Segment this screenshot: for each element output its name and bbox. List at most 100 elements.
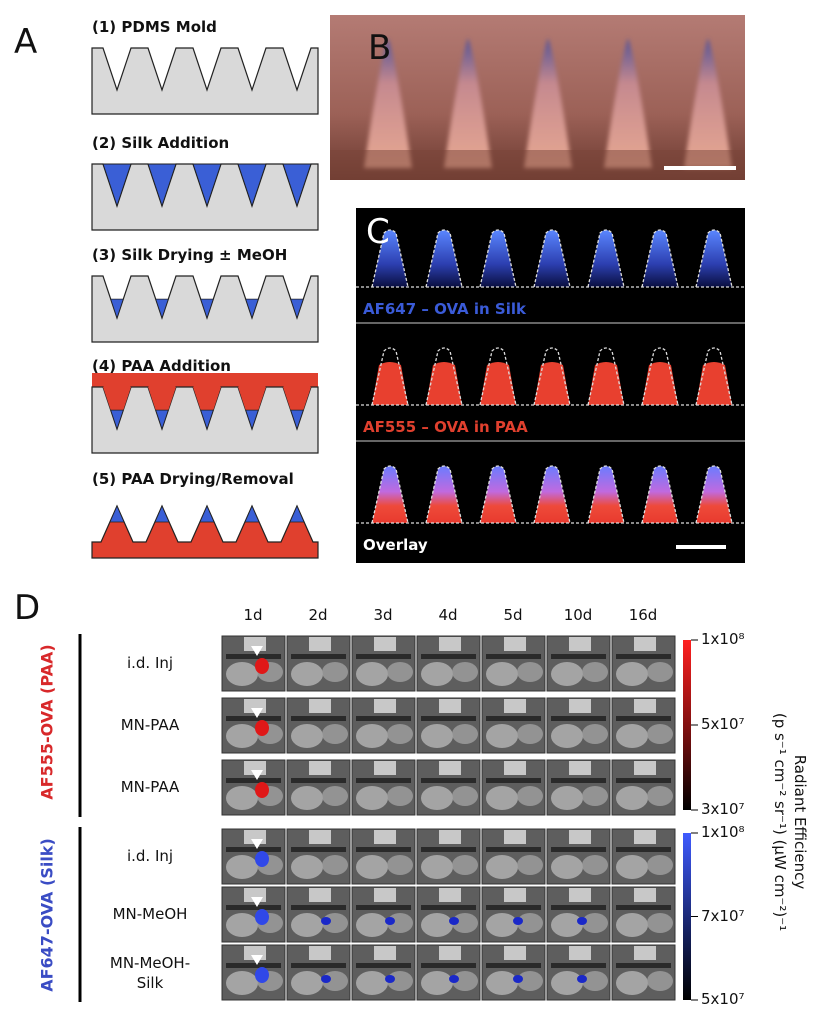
floor <box>330 150 745 180</box>
shadow <box>421 654 476 659</box>
signal <box>577 975 587 983</box>
silk <box>290 409 304 431</box>
cone <box>444 38 492 168</box>
mouse <box>582 913 608 933</box>
mouse <box>486 786 518 810</box>
mouse <box>291 662 323 686</box>
panel-label: C <box>366 212 390 252</box>
cone-fill <box>588 362 624 405</box>
colorbar-label: 5x10⁷ <box>701 990 745 1008</box>
scale-bar <box>676 545 726 549</box>
tube <box>504 946 526 960</box>
row-label: Overlay <box>363 536 428 554</box>
step-title: (5) PAA Drying/Removal <box>92 470 294 488</box>
shadow <box>226 654 281 659</box>
signal <box>255 967 269 983</box>
mouse <box>647 913 673 933</box>
signal <box>255 658 269 674</box>
colorbar-title: Radiant Efficiency (p s⁻¹ cm⁻² sr⁻¹) (µW … <box>770 713 810 931</box>
shadow <box>356 963 411 968</box>
shadow <box>291 716 346 721</box>
cone-outline <box>425 229 463 288</box>
mouse <box>551 724 583 748</box>
mouse <box>322 786 348 806</box>
tube <box>439 946 461 960</box>
shadow <box>226 905 281 910</box>
mouse <box>291 971 323 995</box>
shadow <box>226 847 281 852</box>
mouse <box>322 724 348 744</box>
shadow <box>616 847 671 852</box>
arrowhead <box>251 646 263 656</box>
mouse <box>387 662 413 682</box>
tube <box>569 888 591 902</box>
mouse <box>452 724 478 744</box>
signal <box>321 975 331 983</box>
signal <box>255 720 269 736</box>
shadow <box>486 778 541 783</box>
column-label: 4d <box>438 606 458 624</box>
paa <box>283 387 311 411</box>
mouse <box>226 786 258 810</box>
mouse <box>647 786 673 806</box>
mouse <box>291 913 323 937</box>
mouse <box>356 786 388 810</box>
arrowhead <box>251 955 263 965</box>
mouse <box>291 786 323 810</box>
shadow <box>226 716 281 721</box>
mouse <box>616 971 648 995</box>
mouse <box>452 855 478 875</box>
shadow <box>291 847 346 852</box>
tube <box>309 888 331 902</box>
colorbar <box>683 640 691 810</box>
tube <box>374 830 396 844</box>
shadow <box>551 778 606 783</box>
mouse <box>582 786 608 806</box>
mouse <box>551 971 583 995</box>
mouse <box>551 786 583 810</box>
tube <box>439 888 461 902</box>
mouse <box>647 855 673 875</box>
mouse <box>582 971 608 991</box>
mouse <box>421 724 453 748</box>
cone-outline <box>533 465 571 524</box>
column-label: 10d <box>563 606 593 624</box>
tube <box>374 699 396 713</box>
tube <box>374 761 396 775</box>
shadow <box>551 847 606 852</box>
signal <box>255 851 269 867</box>
mouse <box>226 971 258 995</box>
silk-tip <box>289 505 305 523</box>
paa <box>193 387 221 411</box>
cone-outline <box>479 465 517 524</box>
mouse <box>517 913 543 933</box>
colorbar-label: 5x10⁷ <box>701 715 745 733</box>
mouse <box>452 786 478 806</box>
silk <box>192 163 222 208</box>
shadow <box>551 716 606 721</box>
row-label: AF555 – OVA in PAA <box>363 418 528 436</box>
arrowhead <box>251 770 263 780</box>
mouse <box>616 662 648 686</box>
silk <box>237 163 267 208</box>
cone-fill <box>534 362 570 405</box>
cone <box>524 38 572 168</box>
mouse <box>647 971 673 991</box>
silk <box>200 409 214 431</box>
mouse <box>616 913 648 937</box>
mouse <box>421 855 453 879</box>
shadow <box>421 847 476 852</box>
shadow <box>551 905 606 910</box>
cone-outline <box>371 229 409 288</box>
shadow <box>291 654 346 659</box>
tube <box>634 888 656 902</box>
shadow <box>291 905 346 910</box>
cone-fill <box>642 362 678 405</box>
signal <box>385 917 395 925</box>
cone <box>364 38 412 168</box>
tube <box>504 830 526 844</box>
mouse <box>291 855 323 879</box>
cone-fill <box>480 362 516 405</box>
